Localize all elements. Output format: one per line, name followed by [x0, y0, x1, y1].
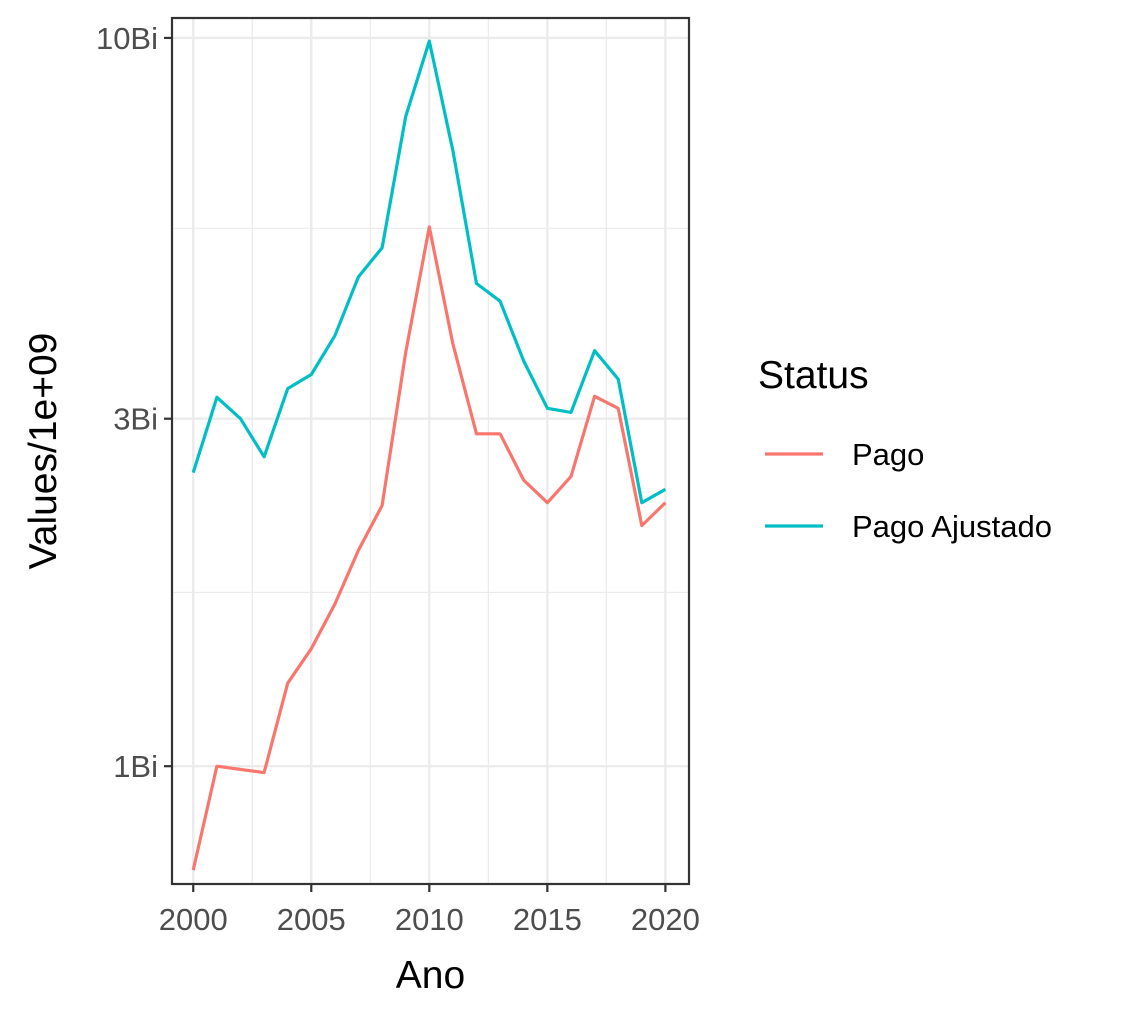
series-line-pago-ajustado: [191, 39, 667, 505]
legend: Status Pago Pago Ajustado: [758, 354, 1052, 544]
panel-border: [170, 16, 691, 886]
legend-label-pago: Pago: [852, 437, 924, 472]
x-axis: 2000 2005 2010 2015 2020: [159, 884, 700, 937]
legend-items: Pago Pago Ajustado: [765, 437, 1052, 544]
series-line-pago: [191, 225, 667, 871]
series-lines: [191, 39, 667, 871]
minor-gridlines: [172, 18, 689, 884]
x-tick-label: 2005: [277, 902, 346, 937]
x-tick-label: 2015: [513, 902, 582, 937]
y-axis-title: Values/1e+09: [22, 333, 65, 570]
x-tick-label: 2020: [631, 902, 700, 937]
y-tick-label: 1Bi: [113, 749, 158, 784]
y-axis: 1Bi 3Bi 10Bi: [96, 21, 172, 784]
x-tick-label: 2010: [395, 902, 464, 937]
legend-title: Status: [758, 354, 869, 397]
y-tick-label: 10Bi: [96, 21, 158, 56]
major-gridlines: [172, 18, 689, 884]
x-tick-label: 2000: [159, 902, 228, 937]
y-tick-label: 3Bi: [113, 402, 158, 437]
x-axis-title: Ano: [396, 954, 465, 997]
legend-label-pago-ajustado: Pago Ajustado: [852, 509, 1052, 544]
plot-panel: [170, 16, 691, 886]
